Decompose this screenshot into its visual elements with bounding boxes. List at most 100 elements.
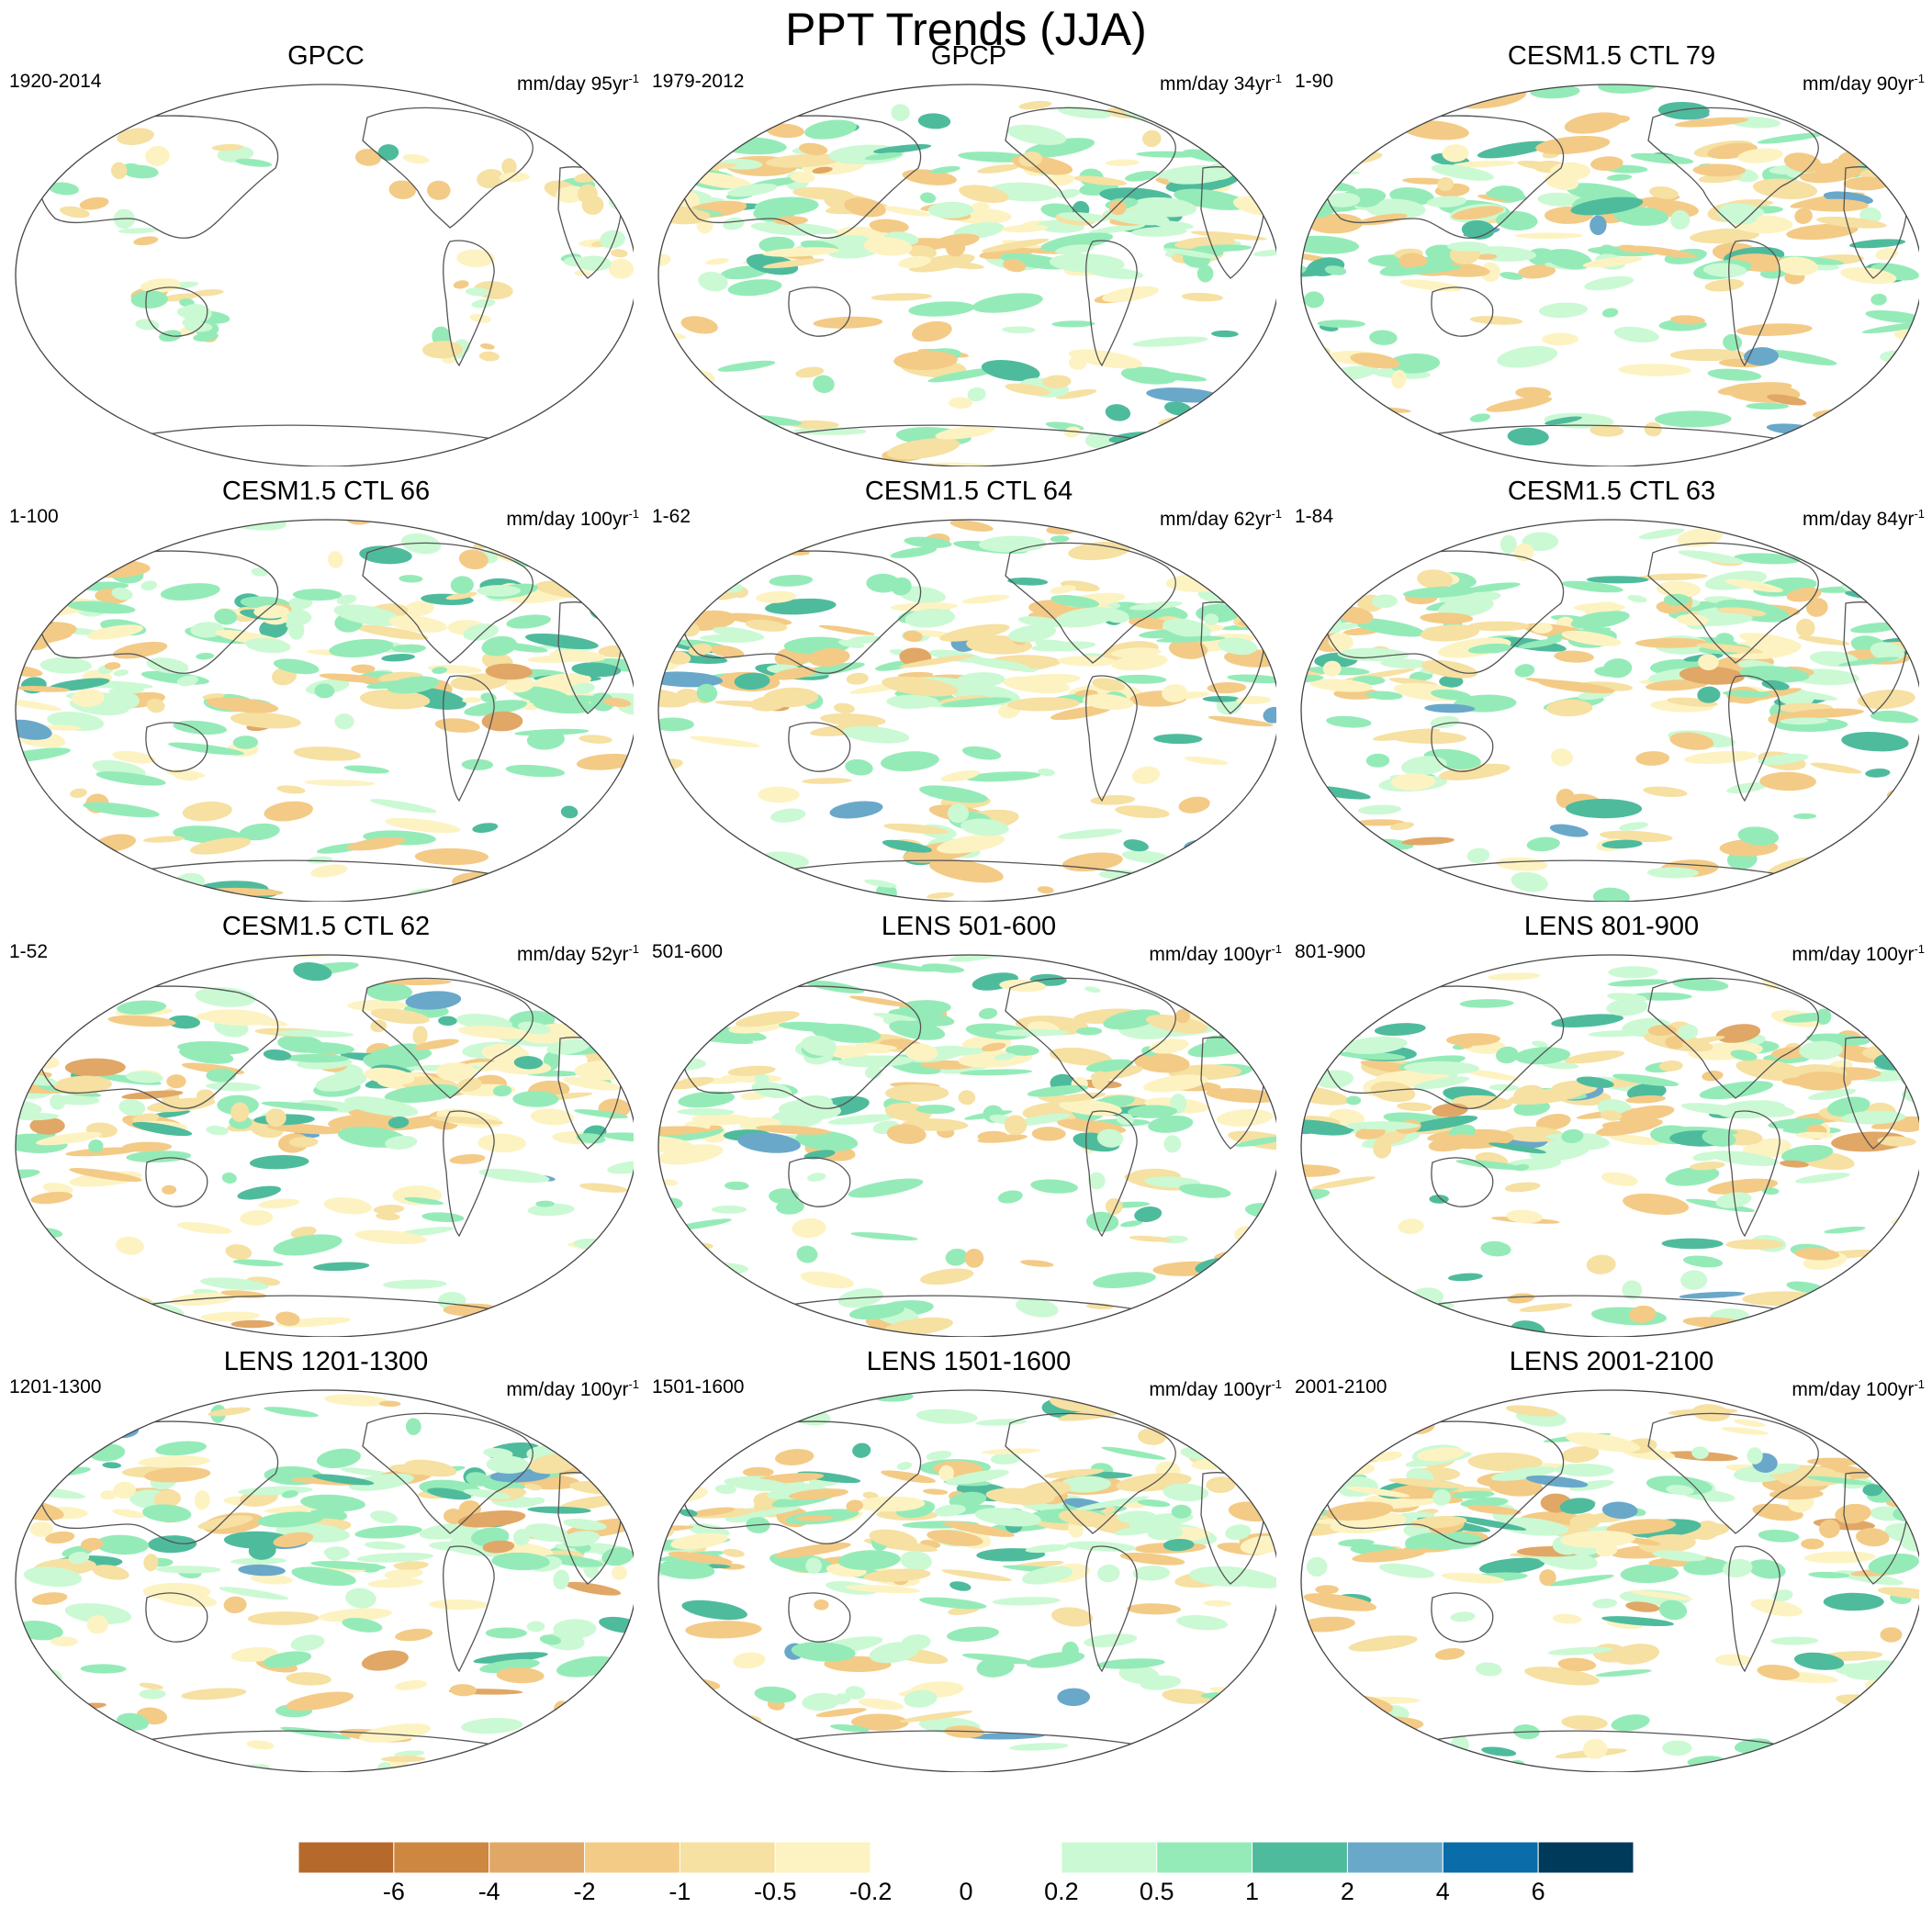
trend-blob [505, 764, 566, 778]
trend-blob [833, 1693, 851, 1705]
trend-blob [981, 1042, 1006, 1052]
trend-blob [722, 1548, 745, 1557]
trend-blob [119, 876, 163, 895]
trend-blob [414, 1038, 459, 1050]
trend-blob [432, 667, 447, 675]
trend-blob [949, 1581, 972, 1591]
trend-blob [1005, 1045, 1039, 1056]
trend-blob [1668, 582, 1692, 595]
trend-unit: yr [612, 73, 629, 95]
trend-blob [658, 1241, 713, 1253]
trend-blob [1595, 1669, 1652, 1678]
trend-blob [364, 1067, 415, 1085]
trend-blob [527, 1506, 591, 1514]
trend-blob [795, 1515, 834, 1521]
trend-blob [888, 1008, 955, 1027]
trend-blob [180, 304, 212, 322]
trend-blob [1514, 664, 1535, 678]
trend-blob [1646, 867, 1699, 879]
trend-blob [31, 1227, 63, 1239]
trend-blob [67, 600, 136, 614]
trend-blob [1629, 1305, 1657, 1323]
trend-blob [293, 746, 361, 761]
trend-blob [1263, 706, 1276, 724]
trend-blob [1735, 323, 1813, 336]
trend-blob [658, 1135, 696, 1153]
trend-blob [421, 1212, 465, 1223]
trend-blob [16, 1169, 40, 1181]
trend-blob [1398, 1405, 1418, 1425]
units-text: mm/day [1160, 509, 1229, 530]
trend-blob [997, 1190, 1023, 1204]
trend-blob [16, 608, 62, 622]
trend-blob [16, 1431, 44, 1446]
trend-blob [28, 528, 105, 541]
trend-blob [1301, 531, 1343, 553]
trend-blob [1841, 732, 1909, 752]
trend-blob [1331, 577, 1351, 597]
trend-blob [1092, 678, 1126, 691]
trend-blob [107, 1015, 176, 1027]
trend-blob [872, 144, 932, 154]
trend-blob [564, 1406, 611, 1417]
trend-blob [1595, 1118, 1663, 1137]
trend-blob [1447, 1273, 1483, 1282]
trend-blob [1561, 1715, 1608, 1731]
trend-blob [499, 172, 530, 183]
trend-blob [1050, 595, 1100, 608]
trend-blob [462, 697, 482, 703]
trend-unit: yr [1897, 73, 1915, 95]
trend-blob [49, 879, 88, 889]
trend-blob [1775, 959, 1847, 976]
trend-blob [1401, 836, 1455, 846]
trend-blob [1757, 1664, 1800, 1680]
trend-blob [1050, 535, 1070, 543]
trend-blob [162, 1184, 177, 1195]
trend-blob [786, 1750, 814, 1765]
trend-blob [1792, 1415, 1832, 1424]
trend-blob [1309, 679, 1374, 692]
trend-blob [1874, 443, 1905, 451]
trend-blob [1854, 577, 1919, 586]
coastline-asia [1322, 985, 1565, 1109]
trend-blob [1573, 602, 1625, 612]
trend-blob [152, 884, 169, 902]
trend-blob [1568, 1479, 1614, 1491]
coastline-australia [1431, 286, 1494, 337]
trend-blob [1898, 180, 1919, 196]
trend-blob [1103, 609, 1129, 623]
trend-blob [1105, 159, 1140, 166]
trend-blob [367, 1577, 424, 1588]
trend-blob [1388, 1477, 1466, 1488]
trend-blob [881, 751, 939, 772]
trend-blob [95, 1534, 150, 1555]
trend-blob [310, 1560, 387, 1570]
trend-blob [379, 1043, 423, 1061]
trend-blob [345, 1588, 376, 1609]
map-panel: LENS 1501-1600 1501-1600 mm/day 100yr-1 [652, 1346, 1286, 1778]
trend-blob [445, 520, 494, 525]
trend-blob [1359, 406, 1411, 413]
trend-blob [662, 971, 733, 985]
trend-blob [43, 1391, 93, 1404]
trend-blob [1666, 1485, 1694, 1496]
trend-blob [472, 823, 499, 834]
trend-blob [400, 533, 442, 555]
trend-blob [1158, 416, 1192, 426]
trend-blob [16, 575, 21, 582]
trend-blob [992, 1597, 1061, 1606]
trend-blob [1906, 620, 1919, 636]
trend-blob [598, 1390, 616, 1395]
trend-blob [1638, 528, 1685, 540]
trend-blob [795, 366, 825, 378]
trend-blob [1007, 697, 1080, 712]
trend-blob [49, 182, 79, 196]
trend-blob [394, 1561, 429, 1570]
trend-blob [864, 152, 903, 161]
trend-blob [1796, 618, 1815, 638]
trend-blob [60, 986, 113, 993]
trend-blob [1020, 1260, 1054, 1267]
trend-blob [863, 237, 913, 256]
trend-blob [576, 753, 634, 770]
trend-blob [658, 1740, 691, 1753]
